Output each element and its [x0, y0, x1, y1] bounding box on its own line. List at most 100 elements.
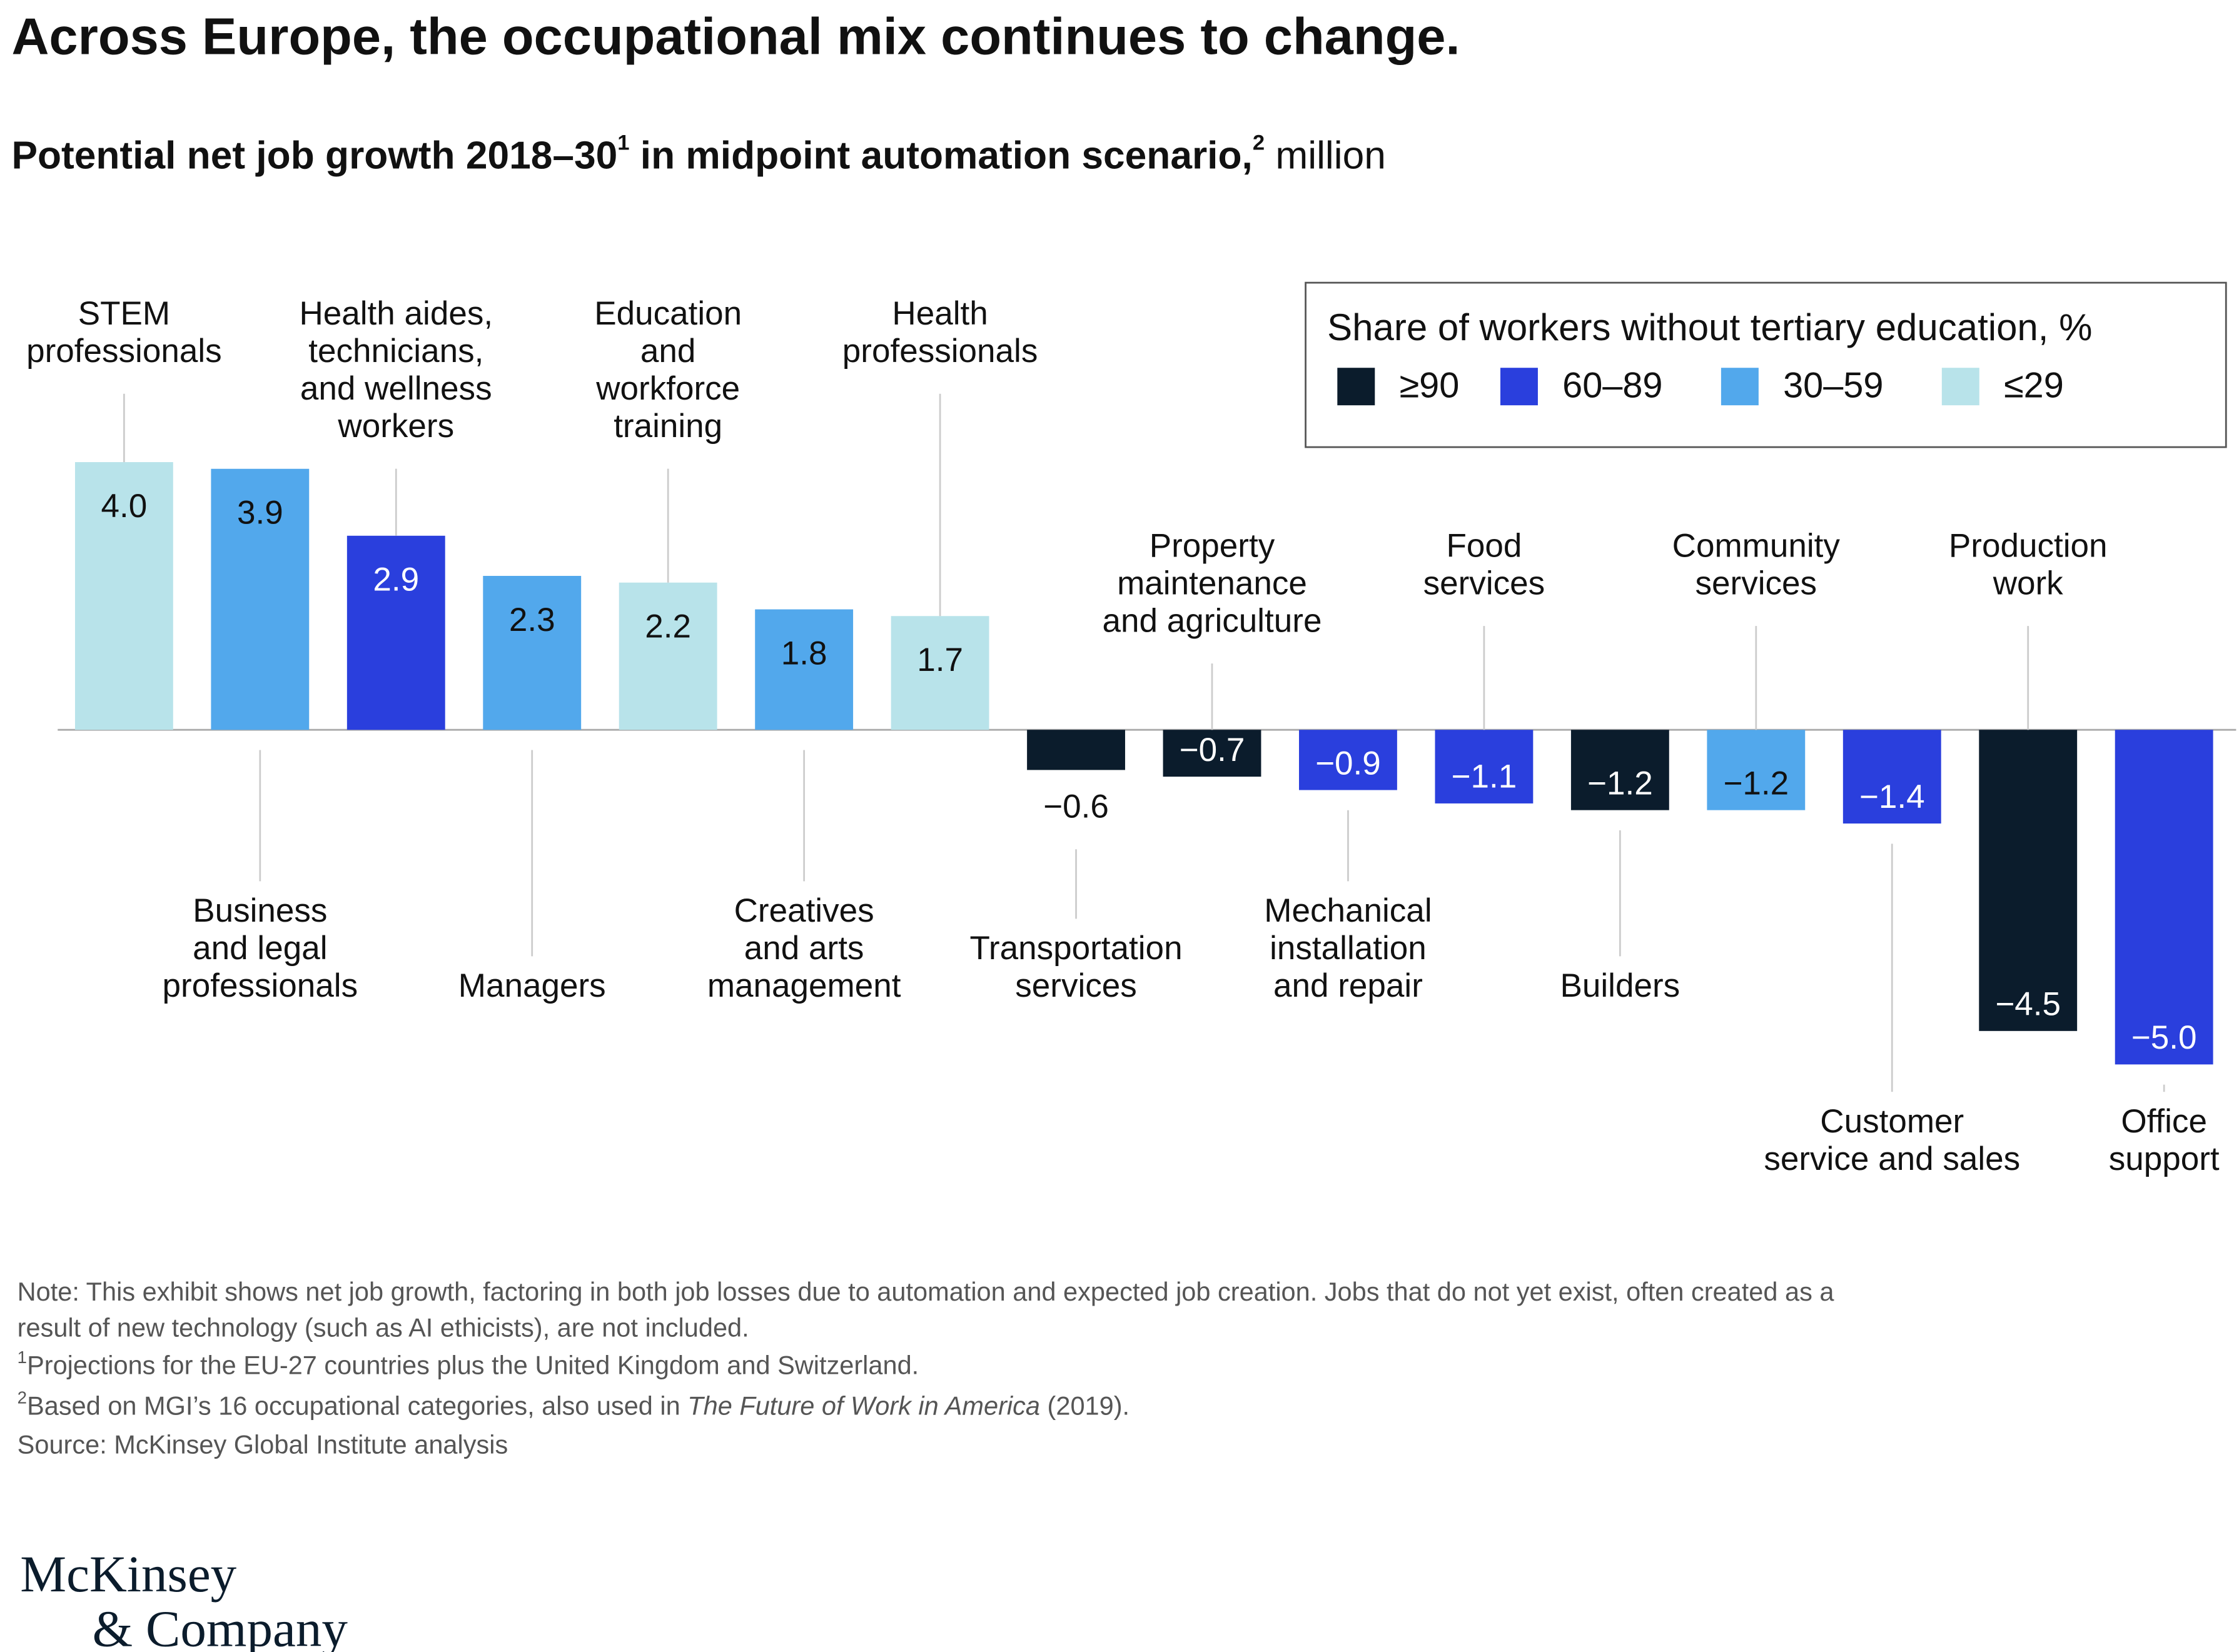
- footnote-mark: 2: [1253, 131, 1265, 155]
- legend-label: ≤29: [2004, 366, 2064, 406]
- footnote-mark: 1: [617, 131, 629, 155]
- value-label: −1.4: [1859, 778, 1925, 815]
- category-label: Health aides, technicians, and wellness wor…: [299, 295, 493, 445]
- category-label: Builders: [1560, 967, 1681, 1004]
- subtitle-text: in midpoint automation scenario,: [630, 134, 1253, 178]
- legend-unit: %: [2048, 306, 2092, 348]
- category-line: and wellness: [300, 370, 492, 407]
- legend-label: ≥90: [1399, 366, 1459, 406]
- category-line: and legal: [193, 930, 327, 967]
- category-line: Creatives: [734, 892, 874, 929]
- legend-label: 30–59: [1783, 366, 1883, 406]
- footnote: 1Projections for the EU-27 countries plu…: [18, 1347, 919, 1379]
- value-label: −0.7: [1180, 732, 1245, 768]
- category-line: technicians,: [308, 333, 483, 370]
- note: Note: This exhibit shows net job growth,…: [18, 1277, 1835, 1306]
- category-line: support: [2109, 1141, 2220, 1177]
- category-line: and: [640, 333, 696, 370]
- category-label: STEM professionals: [26, 295, 222, 370]
- bar: [1027, 730, 1125, 770]
- chart-subtitle: Potential net job growth 2018–301 in mid…: [11, 131, 1385, 178]
- category-line: Health: [892, 295, 988, 332]
- footnote-italic: The Future of Work in America: [687, 1391, 1040, 1420]
- value-label: 3.9: [237, 495, 283, 531]
- legend-swatch: [1941, 368, 1979, 406]
- category-line: workers: [337, 408, 454, 445]
- category-line: training: [614, 408, 722, 445]
- footnote-mark: 1: [18, 1347, 27, 1367]
- category-line: Builders: [1560, 967, 1681, 1004]
- legend-swatch: [1721, 368, 1759, 406]
- legend-swatch: [1337, 368, 1375, 406]
- category-line: Customer: [1820, 1103, 1964, 1140]
- category-line: maintenance: [1117, 565, 1307, 602]
- category-line: management: [707, 967, 901, 1004]
- category-line: Food: [1446, 528, 1522, 565]
- category-label: Transportation services: [970, 930, 1183, 1004]
- category-label: Food services: [1423, 528, 1545, 602]
- category-label: Property maintenance and agriculture: [1103, 528, 1322, 640]
- bar: [211, 468, 310, 730]
- category-line: services: [1015, 967, 1137, 1004]
- legend-swatch: [1500, 368, 1538, 406]
- category-line: professionals: [26, 333, 222, 370]
- subtitle-unit: million: [1265, 134, 1386, 178]
- value-label: 1.8: [781, 635, 827, 672]
- category-label: Production work: [1949, 528, 2108, 602]
- category-label: Customer service and sales: [1764, 1103, 2020, 1177]
- category-line: Community: [1672, 528, 1841, 565]
- bar: [74, 462, 173, 730]
- category-line: professionals: [842, 333, 1038, 370]
- category-label: Mechanical installation and repair: [1264, 892, 1432, 1004]
- value-label: −4.5: [1995, 986, 2061, 1023]
- bar: [1570, 730, 1669, 810]
- value-label: −1.1: [1452, 758, 1517, 795]
- note: result of new technology (such as AI eth…: [18, 1313, 749, 1342]
- source: Source: McKinsey Global Institute analys…: [18, 1430, 508, 1459]
- category-line: Health aides,: [299, 295, 493, 332]
- value-label: −0.6: [1043, 788, 1109, 825]
- category-line: STEM: [78, 295, 170, 332]
- footnote-mark: 2: [18, 1388, 27, 1408]
- category-line: Transportation: [970, 930, 1183, 967]
- category-line: and repair: [1273, 967, 1423, 1004]
- category-line: services: [1696, 565, 1817, 602]
- category-label: Creatives and arts management: [707, 892, 901, 1004]
- category-line: service and sales: [1764, 1141, 2020, 1177]
- legend-title: Share of workers without tertiary educat…: [1327, 306, 2092, 348]
- bar: [1842, 730, 1941, 824]
- category-line: Mechanical: [1264, 892, 1432, 929]
- value-label: −1.2: [1587, 765, 1653, 802]
- category-line: work: [1993, 565, 2063, 602]
- chart-title: Across Europe, the occupational mix cont…: [11, 8, 1460, 66]
- category-line: Managers: [458, 967, 606, 1004]
- bar: [619, 582, 717, 730]
- footnote-text: Based on MGI’s 16 occupational categorie…: [27, 1391, 687, 1420]
- bar: [1979, 730, 2078, 1031]
- value-label: −0.9: [1315, 745, 1381, 782]
- category-label: Community services: [1672, 528, 1841, 602]
- category-line: installation: [1270, 930, 1427, 967]
- category-label: Business and legal professionals: [163, 892, 358, 1004]
- category-label: Health professionals: [842, 295, 1038, 370]
- logo: McKinsey: [20, 1545, 236, 1603]
- value-label: 4.0: [101, 488, 148, 525]
- category-line: Production: [1949, 528, 2108, 565]
- bar: [1435, 730, 1534, 803]
- value-label: 2.9: [373, 562, 419, 598]
- category-line: and arts: [744, 930, 864, 967]
- bar: [891, 616, 989, 730]
- legend-title-text: Share of workers without tertiary educat…: [1327, 306, 2048, 348]
- bar: [755, 609, 854, 730]
- value-label: 1.7: [917, 642, 963, 678]
- value-label: 2.3: [509, 602, 555, 638]
- value-label: −1.2: [1723, 765, 1789, 802]
- bar: [483, 576, 582, 730]
- footnote-text: Projections for the EU-27 countries plus…: [27, 1351, 919, 1380]
- category-line: and agriculture: [1103, 603, 1322, 640]
- bar: [1163, 730, 1261, 777]
- category-line: Office: [2121, 1103, 2207, 1140]
- legend-box: [1305, 281, 2227, 448]
- subtitle-text: Potential net job growth 2018–30: [11, 134, 617, 178]
- bar: [346, 535, 445, 730]
